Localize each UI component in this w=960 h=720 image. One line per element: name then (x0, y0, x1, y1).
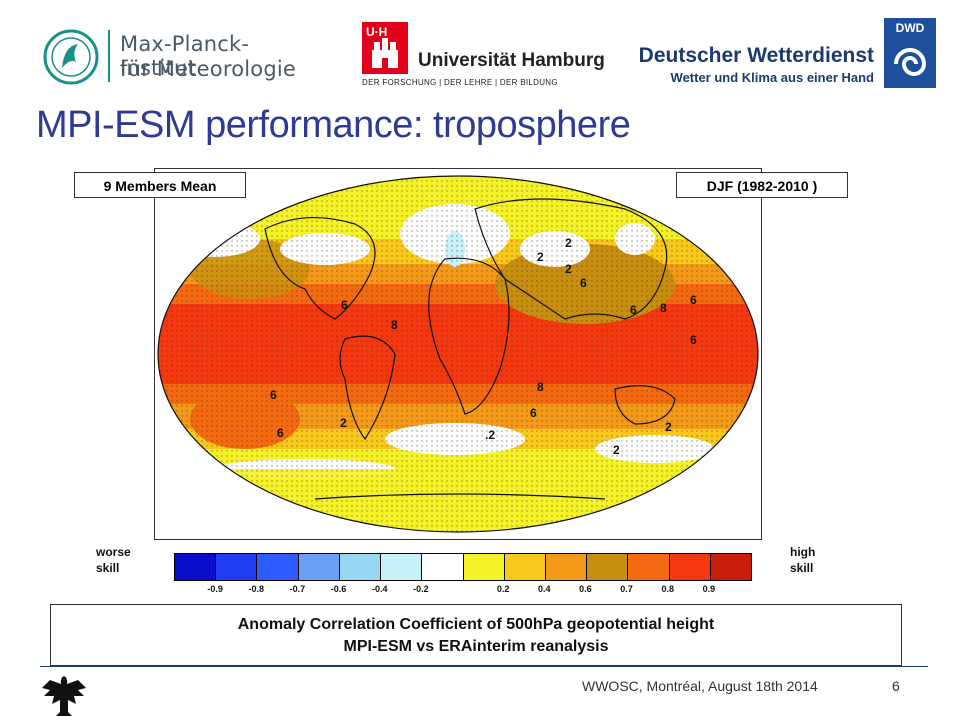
colorbar-tick-label: -0.9 (207, 584, 223, 594)
figure-caption: Anomaly Correlation Coefficient of 500hP… (50, 604, 902, 666)
colorbar-tick-label: 0.9 (702, 584, 716, 594)
caption-line2: MPI-ESM vs ERAinterim reanalysis (343, 638, 609, 655)
contour-label: 6 (341, 298, 348, 312)
contour-label: 2 (565, 236, 572, 250)
colorbar-segment (339, 554, 382, 580)
colorbar-segment (422, 554, 464, 580)
mpi-logo: Max-Planck-Institut für Meteorologie (42, 24, 302, 88)
mpi-name-line1: Max-Planck-Institut (120, 32, 250, 80)
page-number: 6 (892, 678, 900, 694)
contour-label: 2 (613, 443, 620, 457)
colorbar-tick-label: -0.2 (413, 584, 429, 594)
dwd-badge-text: DWD (895, 21, 925, 35)
colorbar-segment (504, 554, 546, 580)
colorbar-tick-label: 0.8 (661, 584, 674, 594)
contour-label: 6 (690, 333, 697, 347)
skill-label-left: skill (96, 561, 120, 575)
caption-line1: Anomaly Correlation Coefficient of 500hP… (237, 616, 715, 633)
spiral-icon (894, 48, 927, 76)
members-mean-label: 9 Members Mean (74, 172, 246, 198)
uhh-logo: U·H Universität Hamburg DER FORSCHUNG | … (356, 20, 605, 87)
colorbar-segment (216, 554, 258, 580)
colorbar-segment (257, 554, 299, 580)
castle-icon (372, 38, 398, 68)
mpi-name-line2: für Meteorologie (120, 57, 297, 81)
acc-world-map: 2 2 2 6 6 6 6 8 8 8 6 6 2 6 6 2 2 .2 (154, 168, 762, 540)
colorbar-segment (381, 554, 423, 580)
season-period-label: DJF (1982-2010 ) (676, 172, 848, 198)
colorbar-ticks: -0.9 -0.8 -0.7 -0.6 -0.4 -0.2 0.2 0.4 0.6 0.7 0.8 0… (174, 584, 750, 598)
colorbar-tick-label: -0.8 (248, 584, 265, 594)
high-label: high (790, 545, 816, 559)
contour-label: 2 (537, 250, 544, 264)
contour-label: 8 (660, 301, 667, 315)
contour-label: 8 (391, 318, 398, 332)
colorbar-tick-label: -0.6 (330, 584, 347, 594)
uhh-name: Universität Hamburg (418, 50, 605, 71)
uhh-badge-text: U·H (366, 25, 388, 39)
footer-event: WWOSC, Montréal, August 18th 2014 (582, 678, 818, 694)
uhh-badge: U·H (362, 22, 408, 74)
colorbar-tick-label: 0.7 (620, 584, 633, 594)
colorbar-segment (463, 554, 505, 580)
contour-label: 6 (277, 426, 284, 440)
colorbar-tick-label: -0.7 (289, 584, 306, 594)
map-canvas: 2 2 2 6 6 6 6 8 8 8 6 6 2 6 6 2 2 .2 (157, 175, 759, 533)
colorbar-segment (545, 554, 588, 580)
contour-label: 6 (690, 293, 697, 307)
footer-divider (40, 666, 928, 667)
dwd-logo: Deutscher Wetterdienst Wetter und Klima … (639, 18, 942, 92)
uhh-tagline: DER FORSCHUNG | DER LEHRE | DER BILDUNG (362, 78, 558, 87)
dwd-badge: DWD (884, 18, 936, 88)
contour-label: 2 (665, 420, 672, 434)
federal-eagle-icon (42, 676, 86, 716)
colorbar-tick-label: 0.2 (496, 584, 510, 594)
contour-label: 2 (565, 262, 572, 276)
colorbar-segment (628, 554, 670, 580)
slide-title: MPI-ESM performance: troposphere (36, 104, 631, 146)
dwd-tagline: Wetter und Klima aus einer Hand (670, 70, 874, 85)
contour-label: 6 (530, 406, 537, 420)
colorbar-tick-label: 0.6 (579, 584, 592, 594)
colorbar-segment (669, 554, 711, 580)
colorbar-segment (298, 554, 340, 580)
contour-label: 6 (630, 303, 637, 317)
minerva-emblem-icon (43, 29, 99, 85)
contour-label: 8 (537, 380, 544, 394)
colorbar-segment (175, 554, 217, 580)
logo-divider (108, 30, 110, 82)
contour-label: 6 (580, 276, 587, 290)
colorbar-tick-label: -0.4 (371, 584, 388, 594)
colorbar-tick-label: 0.4 (538, 584, 551, 594)
worse-skill-label: worse skill (96, 544, 131, 576)
colorbar-segment (710, 554, 752, 580)
skill-label-right: skill (790, 561, 814, 575)
colorbar-segment (587, 554, 629, 580)
dwd-name: Deutscher Wetterdienst (638, 44, 874, 67)
contour-label: .2 (485, 428, 495, 442)
worse-label: worse (96, 545, 131, 559)
contour-label: 6 (270, 388, 277, 402)
colorbar (174, 553, 752, 581)
high-skill-label: high skill (790, 544, 815, 576)
contour-label: 2 (340, 416, 347, 430)
